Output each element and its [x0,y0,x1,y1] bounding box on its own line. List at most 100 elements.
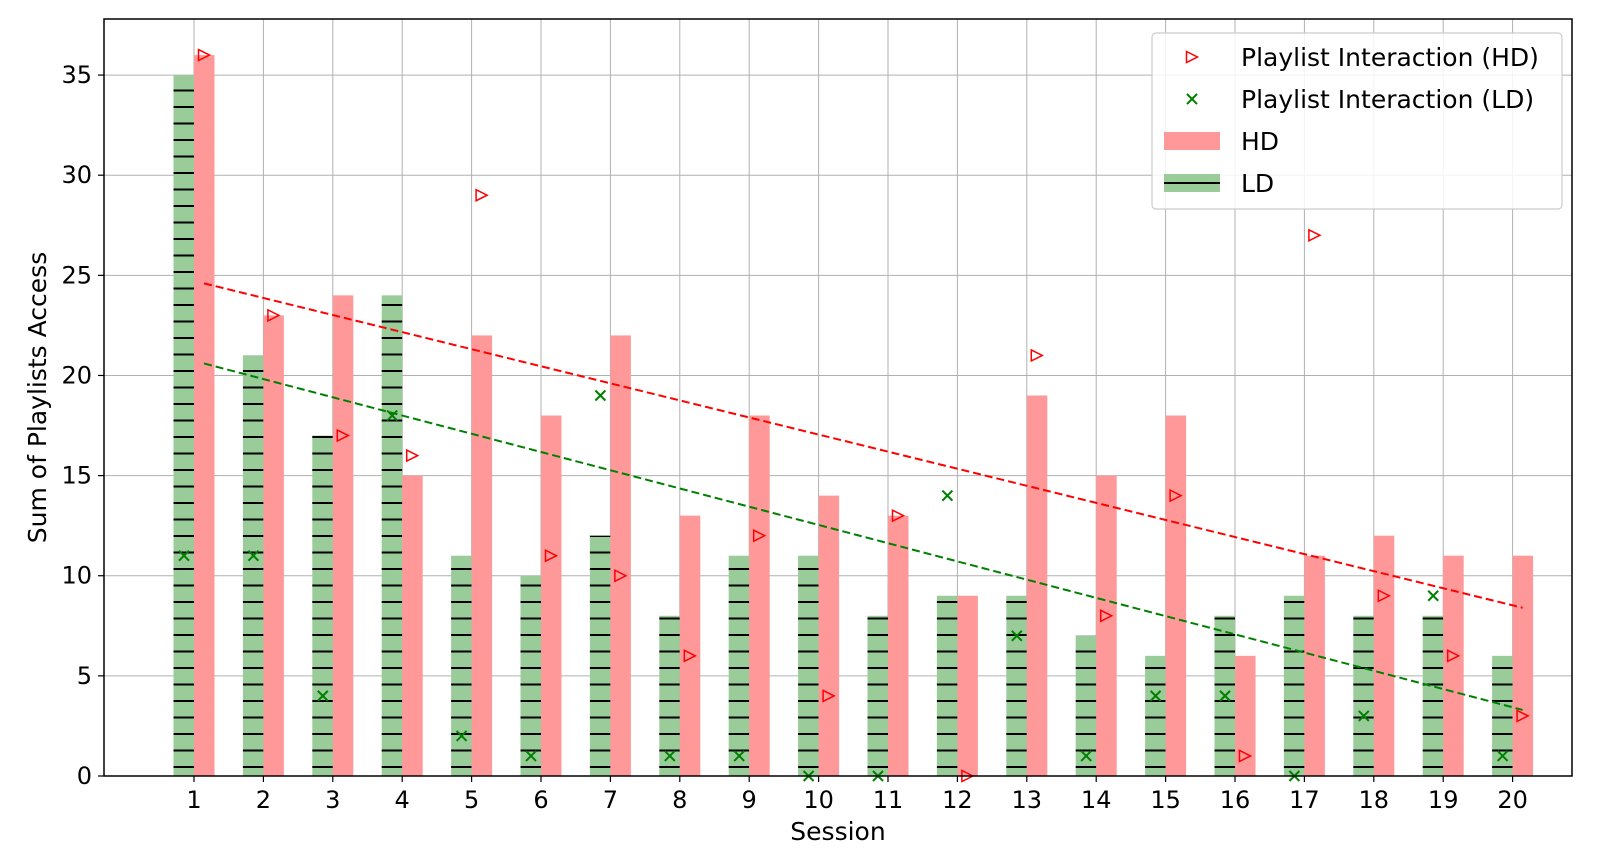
x-tick-label: 17 [1289,786,1320,814]
legend-label: LD [1241,169,1274,198]
x-tick-label: 13 [1012,786,1043,814]
bar-ld-hatch [312,435,333,776]
bar-ld-hatch [936,595,958,776]
point-hd-interaction [891,508,906,523]
y-axis-label: Sum of Playlists Access [23,252,52,543]
bar-hd [332,295,354,776]
y-axis-ticks: 0 5 10 15 20 25 30 35 [61,61,104,790]
bar-ld-hatch [1422,615,1444,776]
bar-hd [471,335,493,776]
point-ld-interaction [455,730,468,742]
point-hd-interaction [1377,589,1391,603]
point-ld-interaction [594,389,607,402]
trendlines [203,282,1523,711]
point-hd-interaction [1238,749,1253,763]
point-ld-interaction [525,750,537,762]
bar-hd [1096,475,1117,776]
bar-ld-hatch [1283,595,1305,776]
bar-hd [402,475,423,776]
point-ld-interaction [733,750,745,762]
legend: Playlist Interaction (HD) Playlist Intera… [1151,32,1563,210]
legend-box [1151,32,1563,210]
point-ld-interaction [1496,750,1509,762]
bar-hd [1165,415,1187,776]
bar-ld-hatch [242,355,264,776]
y-tick-label: 30 [61,161,92,189]
bar-hd [194,55,215,777]
x-tick-label: 7 [603,786,618,814]
point-hd-interaction [1099,609,1114,623]
point-ld-interaction [664,750,676,762]
y-tick-label: 0 [77,762,92,790]
point-hd-interaction [197,48,212,62]
y-tick-label: 25 [61,261,92,289]
x-tick-label: 14 [1081,786,1112,814]
point-hd-interaction [1308,228,1322,242]
bar-hd [1443,555,1464,776]
bar-hd [541,415,562,776]
bar-hd [1512,555,1534,776]
bar-hd [749,415,770,776]
bar-ld-hatch [798,555,819,776]
x-tick-label: 15 [1150,786,1181,814]
bar-ld-hatch [1145,655,1166,776]
y-tick-label: 15 [61,462,92,490]
point-ld-interaction [1080,750,1092,762]
x-tick-label: 20 [1497,786,1528,814]
bar-ld-hatch [867,615,888,776]
bar-ld-hatch [451,555,472,776]
legend-label: Playlist Interaction (HD) [1241,43,1539,72]
point-ld-interaction [1149,690,1162,702]
trendline-hd [203,282,1523,609]
point-hd-interaction [405,448,420,463]
bar-ld-hatch [520,575,541,776]
y-tick-label: 5 [77,662,92,690]
point-hd-interaction [1169,488,1183,503]
bar-ld-hatch [589,535,611,776]
legend-label: Playlist Interaction (LD) [1241,85,1534,114]
bar-hd [1026,395,1048,776]
bar-ld-hatch [173,75,194,776]
x-tick-label: 9 [742,786,757,814]
x-tick-label: 18 [1359,786,1390,814]
x-tick-label: 10 [803,786,834,814]
point-hd-interaction [336,428,350,443]
point-ld-interaction [386,409,398,422]
point-ld-interaction [1219,690,1231,702]
bar-hd [263,315,284,776]
bar-ld-hatch [381,295,403,776]
bar-hd [610,335,631,776]
point-ld-interaction [1011,630,1023,642]
x-axis-label: Session [790,817,885,846]
bar-hd [957,595,978,776]
x-tick-label: 5 [464,786,479,814]
point-hd-interaction [752,528,767,543]
x-axis-ticks: 1 2 3 4 5 6 7 8 9 10 11 12 13 14 15 16 17 18 19 20 [186,776,1528,814]
x-tick-label: 1 [186,786,201,814]
bar-hd [1235,655,1256,776]
point-hd-interaction [267,308,281,323]
scatter-points [178,48,1530,783]
point-hd-interaction [475,188,489,202]
point-ld-interaction [1427,590,1439,602]
point-ld-interaction [1358,710,1370,722]
bar-ld-hatch [1075,635,1097,776]
point-hd-interaction [1030,348,1044,363]
y-tick-label: 10 [61,562,92,590]
x-tick-label: 16 [1220,786,1251,814]
y-tick-label: 20 [61,361,92,389]
x-tick-label: 19 [1428,786,1459,814]
bar-hd [679,515,701,776]
legend-swatch-ld-interaction [1186,93,1198,105]
bar-hd [888,515,909,776]
x-tick-label: 8 [672,786,687,814]
plot-frame [103,18,1573,777]
bar-ld-hatch [1006,595,1027,776]
legend-swatch-hd-interaction [1185,50,1200,64]
x-tick-label: 11 [873,786,904,814]
point-hd-interaction [544,548,559,563]
point-hd-interaction [614,569,628,583]
bar-ld-hatch [1353,615,1374,776]
bar-ld-hatch [728,555,750,776]
